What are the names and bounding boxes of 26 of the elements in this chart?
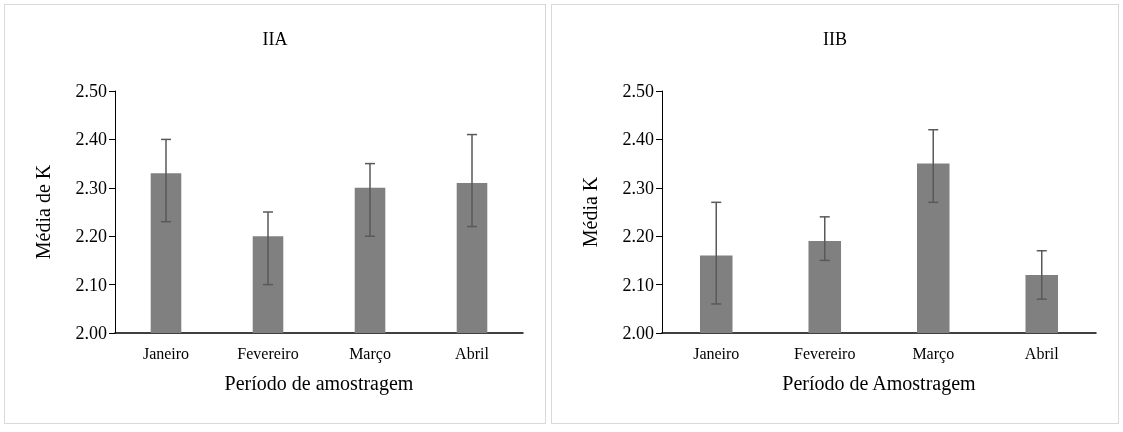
y-tick-label: 2.50 (622, 81, 654, 101)
y-axis-title: Média de K (32, 164, 54, 260)
x-tick-label: Abril (1024, 344, 1060, 362)
x-tick-label: Março (349, 344, 391, 363)
chart-title: IIA (262, 29, 288, 49)
y-tick-label: 2.40 (622, 129, 654, 150)
x-tick-label: Janeiro (142, 344, 190, 362)
y-tick-label: 2.50 (75, 81, 107, 101)
x-tick-label: Abril (455, 344, 490, 362)
x-tick-label: Fevereiro (237, 344, 299, 362)
y-tick-label: 2.20 (622, 226, 654, 247)
y-tick-label: 2.10 (75, 274, 107, 295)
x-axis-title: Período de amostragem (224, 372, 414, 395)
x-axis-title: Período de Amostragem (782, 372, 977, 395)
y-axis-title: Média K (579, 176, 601, 248)
x-tick-label: Janeiro (693, 344, 740, 362)
chart-title: IIB (823, 29, 847, 49)
x-tick-label: Março (912, 344, 955, 363)
y-tick-label: 2.40 (75, 129, 107, 150)
y-tick-label: 2.00 (622, 323, 654, 343)
y-tick-label: 2.00 (75, 323, 107, 343)
y-tick-label: 2.30 (75, 177, 107, 198)
x-tick-label: Fevereiro (794, 344, 856, 362)
y-tick-label: 2.10 (622, 274, 654, 295)
y-tick-label: 2.20 (75, 226, 107, 247)
y-tick-label: 2.30 (622, 177, 654, 198)
